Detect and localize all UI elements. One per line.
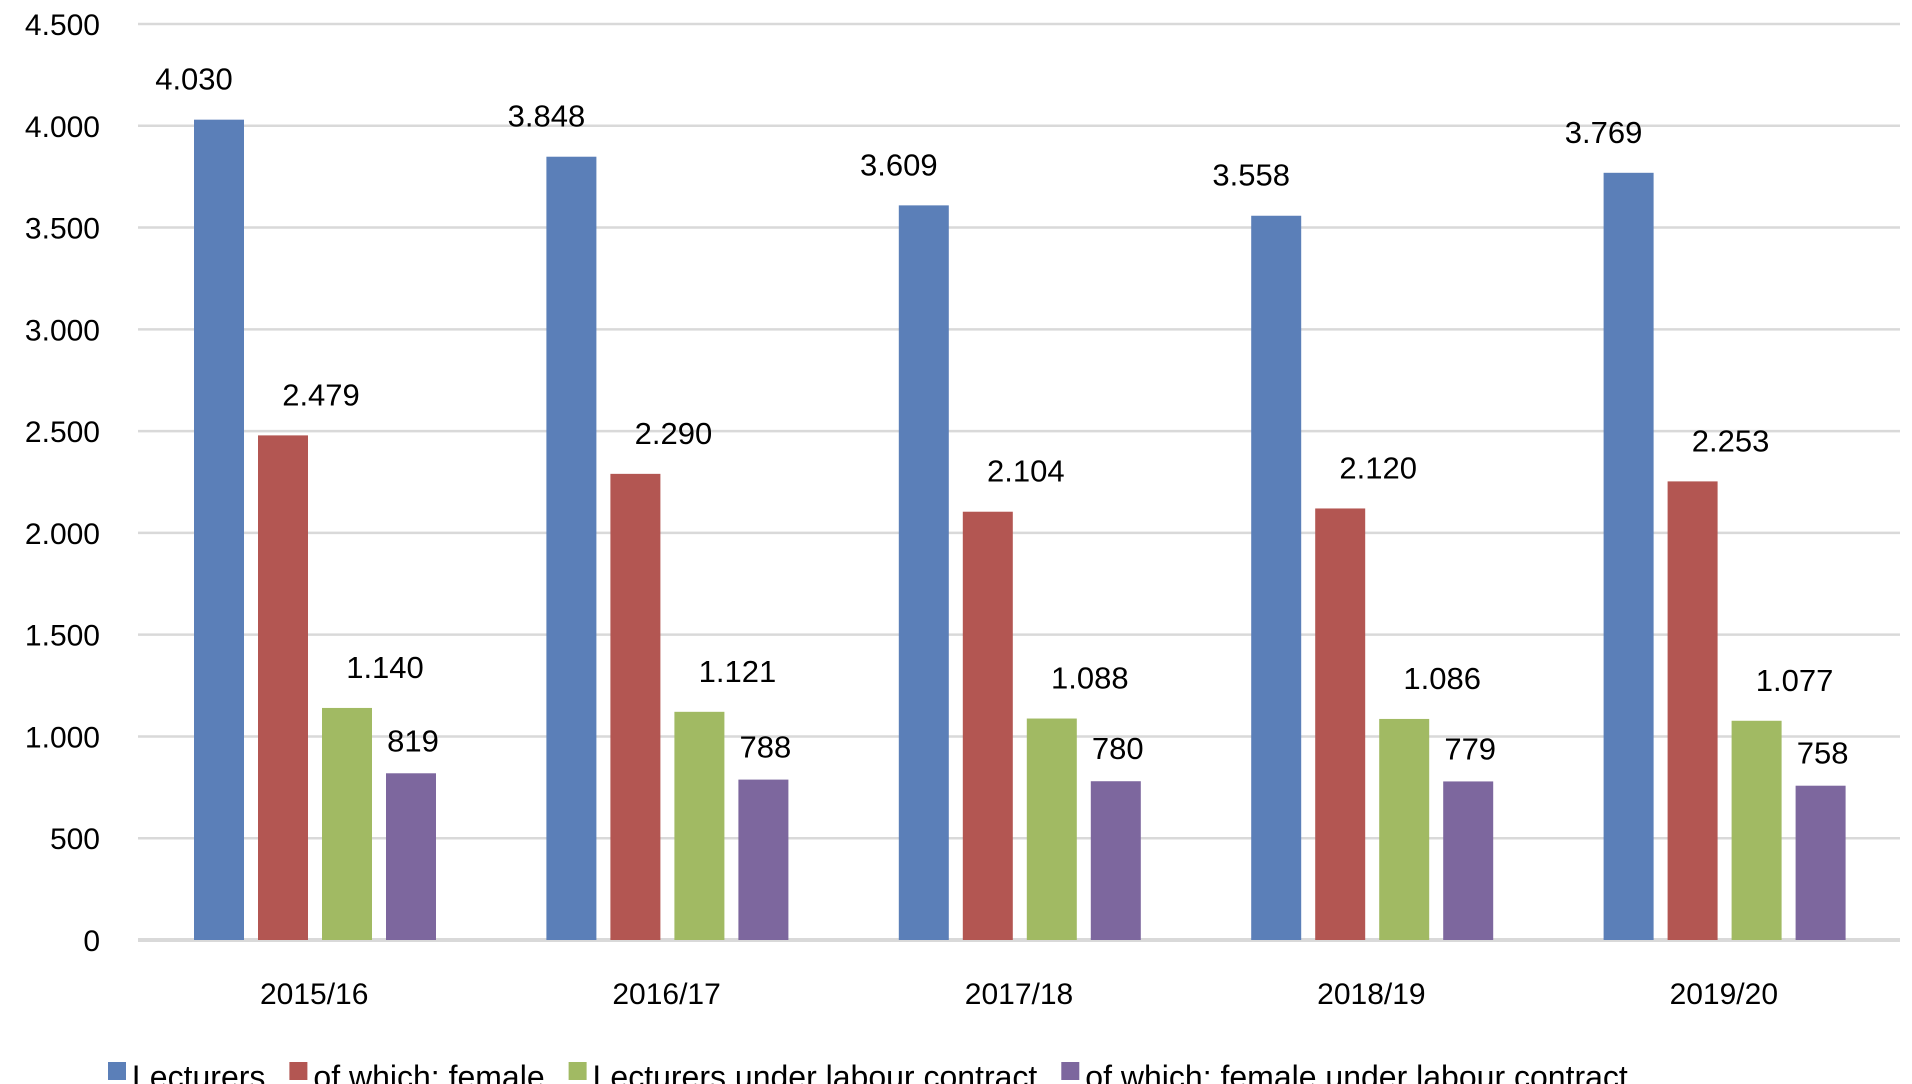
y-tick-label: 3.000 xyxy=(25,314,100,347)
data-label: 3.558 xyxy=(1212,158,1290,193)
data-label: 1.088 xyxy=(1051,661,1129,696)
legend-label: Lecturers under labour contract xyxy=(593,1059,1038,1084)
data-label: 779 xyxy=(1444,731,1496,766)
bar xyxy=(1667,481,1718,940)
x-tick-label: 2015/16 xyxy=(260,978,368,1011)
data-label: 3.609 xyxy=(860,147,938,182)
legend-swatch xyxy=(1061,1062,1080,1080)
y-tick-label: 4.000 xyxy=(25,111,100,144)
data-label: 2.479 xyxy=(282,377,360,412)
bar xyxy=(1251,215,1302,940)
legend-label: Lecturers xyxy=(132,1059,265,1084)
data-label: 2.104 xyxy=(987,454,1065,489)
bar xyxy=(962,511,1013,940)
bar xyxy=(898,205,949,941)
data-label: 3.769 xyxy=(1565,115,1643,150)
bar xyxy=(738,779,789,940)
bar xyxy=(322,707,372,940)
bar xyxy=(1443,781,1494,940)
y-tick-label: 1.500 xyxy=(25,620,100,653)
bar xyxy=(194,119,244,940)
legend-swatch xyxy=(289,1062,308,1080)
data-label: 2.253 xyxy=(1692,423,1770,458)
bar xyxy=(610,473,661,940)
y-tick-label: 2.000 xyxy=(25,518,100,551)
data-label: 2.290 xyxy=(635,416,713,451)
bar xyxy=(1026,718,1077,940)
data-label: 1.140 xyxy=(346,650,424,685)
data-label: 2.120 xyxy=(1339,450,1417,485)
bar xyxy=(386,773,436,940)
x-tick-label: 2019/20 xyxy=(1670,978,1778,1011)
bar xyxy=(1379,718,1430,940)
legend-swatch xyxy=(568,1062,587,1080)
bar xyxy=(1603,172,1654,940)
legend-label: of which: female under labour contract xyxy=(1085,1059,1628,1084)
data-label: 758 xyxy=(1797,736,1849,771)
bar xyxy=(1795,785,1846,940)
x-tick-label: 2017/18 xyxy=(965,978,1073,1011)
data-label: 4.030 xyxy=(155,62,233,97)
data-label: 1.077 xyxy=(1756,663,1834,698)
bar xyxy=(1731,720,1782,940)
data-label: 3.848 xyxy=(508,99,586,134)
legend-swatch xyxy=(108,1062,126,1080)
data-label: 819 xyxy=(387,723,439,758)
y-tick-label: 4.500 xyxy=(25,9,100,42)
y-tick-label: 0 xyxy=(83,925,100,958)
bar xyxy=(546,156,597,941)
bar xyxy=(674,711,725,940)
x-tick-label: 2018/19 xyxy=(1317,978,1425,1011)
data-label: 788 xyxy=(740,730,792,765)
data-label: 780 xyxy=(1092,731,1144,766)
bar xyxy=(258,435,308,940)
y-tick-label: 500 xyxy=(50,823,100,856)
y-tick-label: 2.500 xyxy=(25,416,100,449)
legend-label: of which: female xyxy=(313,1059,544,1084)
bar xyxy=(1090,781,1141,940)
y-tick-label: 1.000 xyxy=(25,721,100,754)
data-label: 1.121 xyxy=(699,654,777,689)
y-tick-label: 3.500 xyxy=(25,213,100,246)
x-tick-label: 2016/17 xyxy=(612,978,720,1011)
bar xyxy=(1315,508,1366,940)
data-label: 1.086 xyxy=(1403,661,1481,696)
